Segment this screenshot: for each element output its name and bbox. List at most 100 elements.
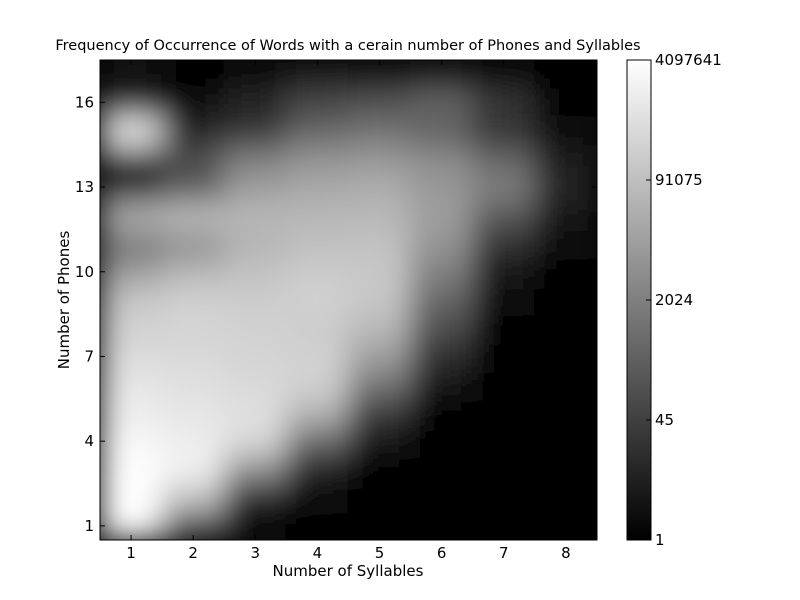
heatmap-cell [471,284,536,316]
heatmap-cell [347,482,412,513]
x-tick-label: 2 [188,544,198,562]
heatmap-cell [409,256,474,287]
heatmap-cell [223,397,288,429]
chart-title: Frequency of Occurrence of Words with a … [55,38,640,54]
heatmap-cell [100,313,164,344]
heatmap-cell [100,256,164,287]
heatmap-cell [409,171,474,203]
heatmap-cell [471,171,536,203]
heatmap-cell [471,115,536,146]
x-tick-label: 8 [561,544,571,562]
heatmap-cell [161,115,226,146]
heatmap-cell [100,228,164,259]
heatmap-cell [409,200,474,231]
heatmap-cell [161,171,226,203]
heatmap-cell [100,341,164,372]
heatmap-cell [409,115,474,146]
heatmap-cell [471,426,536,457]
x-tick-label: 5 [375,544,385,562]
heatmap-cell [100,171,164,203]
heatmap-cell [223,143,288,174]
heatmap-cell [285,256,350,287]
y-tick-label: 16 [75,93,94,111]
heatmap-cell [347,256,412,287]
heatmap-cell [161,284,226,316]
heatmap-cell [285,313,350,344]
heatmap-cell [533,482,597,513]
heatmap-cell [100,482,164,513]
heatmap-cell [347,313,412,344]
heatmap-cell [471,397,536,429]
heatmap-cell [285,454,350,485]
heatmap-cell [409,454,474,485]
heatmap-cell [471,313,536,344]
heatmap-cell [471,369,536,400]
heatmap-cell [533,256,597,287]
heatmap-cell [347,284,412,316]
heatmap-cell [471,87,536,118]
heatmap-cell [533,228,597,259]
heatmap-cell [409,313,474,344]
heatmap-area [100,60,597,540]
colorbar-tick-label: 2024 [655,291,693,309]
y-axis-label: Number of Phones [55,231,73,370]
heatmap-cell [223,171,288,203]
x-tick-label: 3 [251,544,261,562]
heatmap-cell [100,454,164,485]
heatmap-cell [471,482,536,513]
heatmap-cell [100,397,164,429]
heatmap-cell [409,369,474,400]
heatmap-cell [161,454,226,485]
heatmap-cell [533,369,597,400]
heatmap-cell [161,228,226,259]
y-tick-label: 7 [84,347,94,365]
heatmap-cell [533,87,597,118]
x-tick-label: 1 [126,544,136,562]
x-tick-label: 7 [499,544,509,562]
heatmap-cell [347,341,412,372]
heatmap-cell [409,143,474,174]
heatmap-cell [100,143,164,174]
heatmap-cell [100,115,164,146]
heatmap-cell [161,256,226,287]
heatmap-cell [347,228,412,259]
y-tick-label: 4 [84,432,94,450]
heatmap-cell [223,228,288,259]
heatmap-cell [161,143,226,174]
heatmap-cell [347,454,412,485]
plot-frame [99,59,598,541]
heatmap-cell [223,200,288,231]
heatmap-cell [223,87,288,118]
heatmap-cell [100,284,164,316]
heatmap-cell [533,200,597,231]
heatmap-cell [533,313,597,344]
heatmap-cell [471,454,536,485]
heatmap-cell [533,115,597,146]
heatmap-cell [409,228,474,259]
colorbar-tick-label: 91075 [655,171,703,189]
heatmap-cell [223,341,288,372]
heatmap-cell [100,426,164,457]
heatmap-cell [347,171,412,203]
heatmap-cell [533,454,597,485]
heatmap-cell [161,482,226,513]
heatmap-cell [533,397,597,429]
heatmap-cell [285,228,350,259]
x-axis-ticks: 1 2 3 4 5 6 7 8 [126,60,571,562]
heatmap-cell [285,369,350,400]
y-tick-label: 1 [84,517,94,535]
heatmap-cell [347,143,412,174]
heatmap-cell [471,228,536,259]
heatmap-cell [161,87,226,118]
heatmap-cell [161,397,226,429]
heatmap-cell [347,87,412,118]
heatmap-cell [285,171,350,203]
colorbar-tick-label: 4097641 [655,51,722,69]
heatmap-cell [223,256,288,287]
heatmap-cell [285,341,350,372]
colorbar-tick-label: 1 [655,531,665,549]
heatmap-cell [409,426,474,457]
heatmap-cell [161,313,226,344]
heatmap-cell [285,87,350,118]
